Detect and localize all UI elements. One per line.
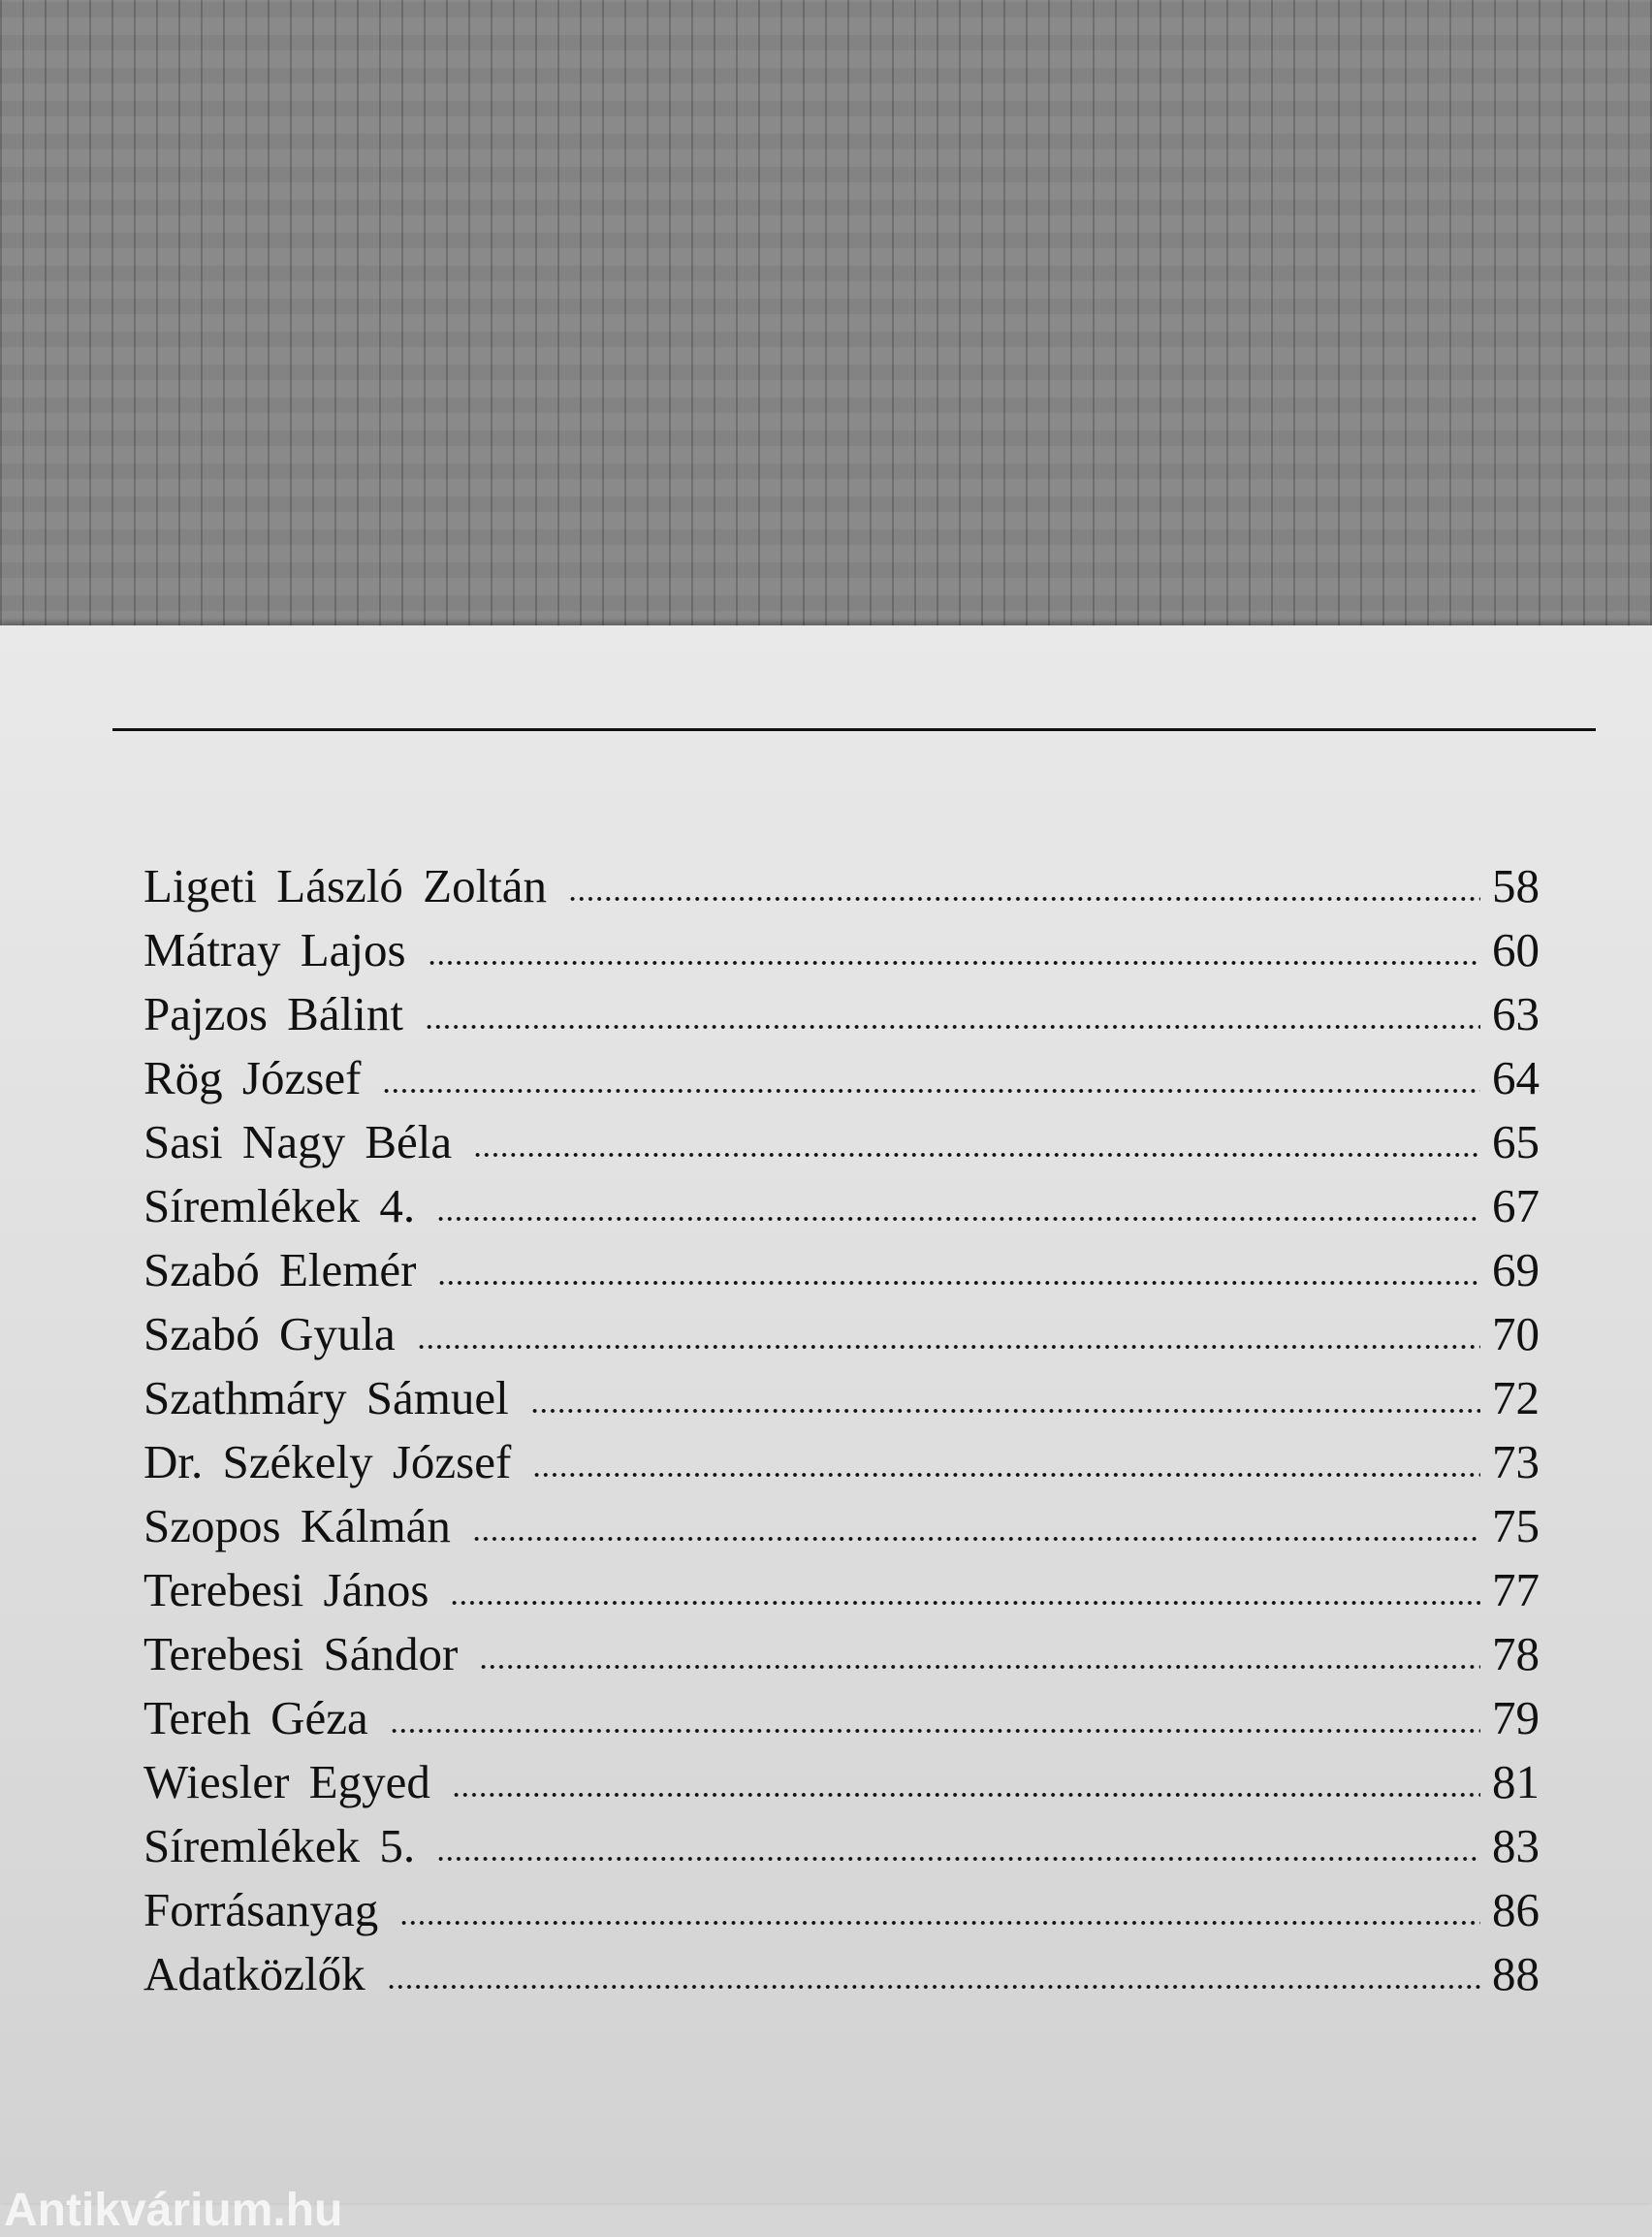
entry-title: Tereh Géza (143, 1691, 368, 1744)
entry-page-number: 60 (1492, 923, 1540, 976)
entry-page-number: 75 (1492, 1499, 1540, 1552)
entry-title: Terebesi János (143, 1563, 429, 1616)
toc-entry: Dr. Székely József 73 (143, 1434, 1540, 1498)
toc-entry: Sasi Nagy Béla 65 (143, 1114, 1540, 1178)
entry-page-number: 77 (1492, 1563, 1540, 1616)
dot-leader (436, 1856, 1480, 1862)
entry-page-number: 72 (1492, 1371, 1540, 1424)
entry-title: Szabó Gyula (143, 1307, 396, 1360)
entry-page-number: 73 (1492, 1435, 1540, 1488)
entry-page-number: 86 (1492, 1883, 1540, 1936)
dot-leader (389, 1728, 1480, 1734)
toc-entry: Ligeti László Zoltán 58 (143, 858, 1540, 922)
entry-title: Forrásanyag (143, 1883, 379, 1936)
background-surface (0, 0, 1652, 628)
dot-leader (529, 1408, 1480, 1414)
watermark: Antikvárium.hu (4, 2185, 343, 2236)
dot-leader (436, 1216, 1480, 1222)
entry-title: Dr. Székely József (143, 1435, 512, 1488)
dot-leader (416, 1344, 1480, 1350)
dot-leader (399, 1920, 1480, 1926)
toc-entry: Síremlékek 4. 67 (143, 1178, 1540, 1242)
toc-entry: Mátray Lajos 60 (143, 922, 1540, 986)
entry-page-number: 58 (1492, 859, 1540, 912)
dot-leader (424, 1024, 1480, 1030)
toc-entry: Terebesi János 77 (143, 1562, 1540, 1626)
toc-entry: Wiesler Egyed 81 (143, 1754, 1540, 1818)
dot-leader (471, 1536, 1480, 1542)
entry-title: Rög József (143, 1051, 362, 1104)
toc-entry: Rög József 64 (143, 1050, 1540, 1114)
entry-page-number: 69 (1492, 1243, 1540, 1296)
dot-leader (437, 1280, 1480, 1286)
entry-title: Terebesi Sándor (143, 1627, 459, 1680)
dot-leader (568, 896, 1480, 902)
entry-page-number: 67 (1492, 1179, 1540, 1232)
entry-title: Szabó Elemér (143, 1243, 417, 1296)
dot-leader (473, 1152, 1480, 1158)
entry-page-number: 81 (1492, 1755, 1540, 1808)
entry-page-number: 79 (1492, 1691, 1540, 1744)
toc-entry: Pajzos Bálint 63 (143, 986, 1540, 1050)
dot-leader (427, 960, 1480, 966)
toc-entry: Terebesi Sándor 78 (143, 1626, 1540, 1690)
toc-entry: Szopos Kálmán 75 (143, 1498, 1540, 1562)
dot-leader (386, 1984, 1480, 1990)
entry-page-number: 83 (1492, 1819, 1540, 1872)
entry-title: Síremlékek 4. (143, 1179, 416, 1232)
dot-leader (532, 1472, 1480, 1478)
book-page: Ligeti László Zoltán 58 Mátray Lajos 60 Pajz… (0, 625, 1652, 2203)
entry-title: Síremlékek 5. (143, 1819, 416, 1872)
entry-title: Ligeti László Zoltán (143, 859, 548, 912)
toc-entry: Tereh Géza 79 (143, 1690, 1540, 1754)
toc-entry: Forrásanyag 86 (143, 1882, 1540, 1946)
entry-page-number: 78 (1492, 1627, 1540, 1680)
entry-page-number: 63 (1492, 987, 1540, 1040)
dot-leader (450, 1600, 1480, 1606)
entry-title: Mátray Lajos (143, 923, 406, 976)
entry-title: Sasi Nagy Béla (143, 1115, 453, 1168)
entry-title: Adatközlők (143, 1947, 365, 2000)
entry-page-number: 64 (1492, 1051, 1540, 1104)
dot-leader (479, 1664, 1480, 1670)
toc-entry: Szathmáry Sámuel 72 (143, 1370, 1540, 1434)
toc-entry: Adatközlők 88 (143, 1946, 1540, 2010)
entry-title: Szathmáry Sámuel (143, 1371, 509, 1424)
toc-entry: Szabó Elemér 69 (143, 1242, 1540, 1306)
entry-title: Pajzos Bálint (143, 987, 403, 1040)
entry-page-number: 65 (1492, 1115, 1540, 1168)
toc-entry: Síremlékek 5. 83 (143, 1818, 1540, 1882)
dot-leader (451, 1792, 1480, 1798)
table-of-contents: Ligeti László Zoltán 58 Mátray Lajos 60 Pajz… (143, 858, 1540, 2010)
entry-page-number: 70 (1492, 1307, 1540, 1360)
header-rule (112, 728, 1596, 731)
entry-title: Szopos Kálmán (143, 1499, 451, 1552)
entry-title: Wiesler Egyed (143, 1755, 430, 1808)
dot-leader (382, 1088, 1480, 1094)
entry-page-number: 88 (1492, 1947, 1540, 2000)
toc-entry: Szabó Gyula 70 (143, 1306, 1540, 1370)
